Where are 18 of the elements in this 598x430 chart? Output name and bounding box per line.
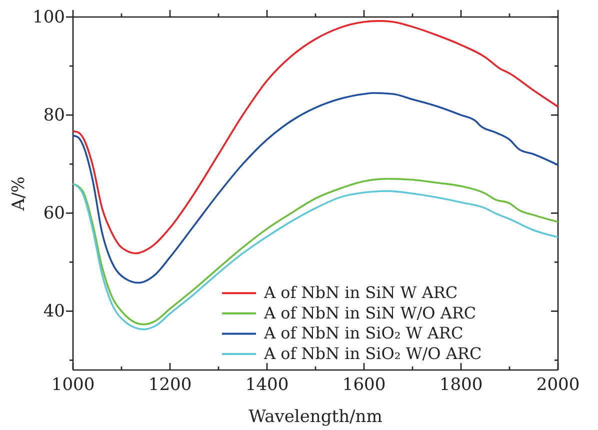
- y-axis-title: A/%: [9, 176, 29, 212]
- x-tick-label: 1000: [51, 375, 95, 396]
- x-tick-label: 1400: [245, 375, 289, 396]
- x-tick-label: 2000: [536, 375, 580, 396]
- y-tick-label: 80: [43, 105, 65, 126]
- legend-label: A of NbN in SiO₂ W/O ARC: [263, 344, 482, 363]
- line-series: [72, 20, 559, 254]
- line-series: [72, 92, 559, 284]
- y-tick-label: 100: [32, 7, 65, 28]
- legend-label: A of NbN in SiN W ARC: [263, 283, 458, 302]
- x-tick-label: 1800: [439, 375, 483, 396]
- x-tick-label: 1600: [342, 375, 386, 396]
- legend-label: A of NbN in SiO₂ W ARC: [263, 324, 464, 343]
- x-axis-title: Wavelength/nm: [248, 407, 382, 427]
- y-tick-label: 40: [43, 302, 65, 322]
- x-tick-label: 1200: [148, 375, 192, 396]
- y-tick-label: 60: [43, 204, 65, 224]
- legend-label: A of NbN in SiN W/O ARC: [263, 303, 476, 322]
